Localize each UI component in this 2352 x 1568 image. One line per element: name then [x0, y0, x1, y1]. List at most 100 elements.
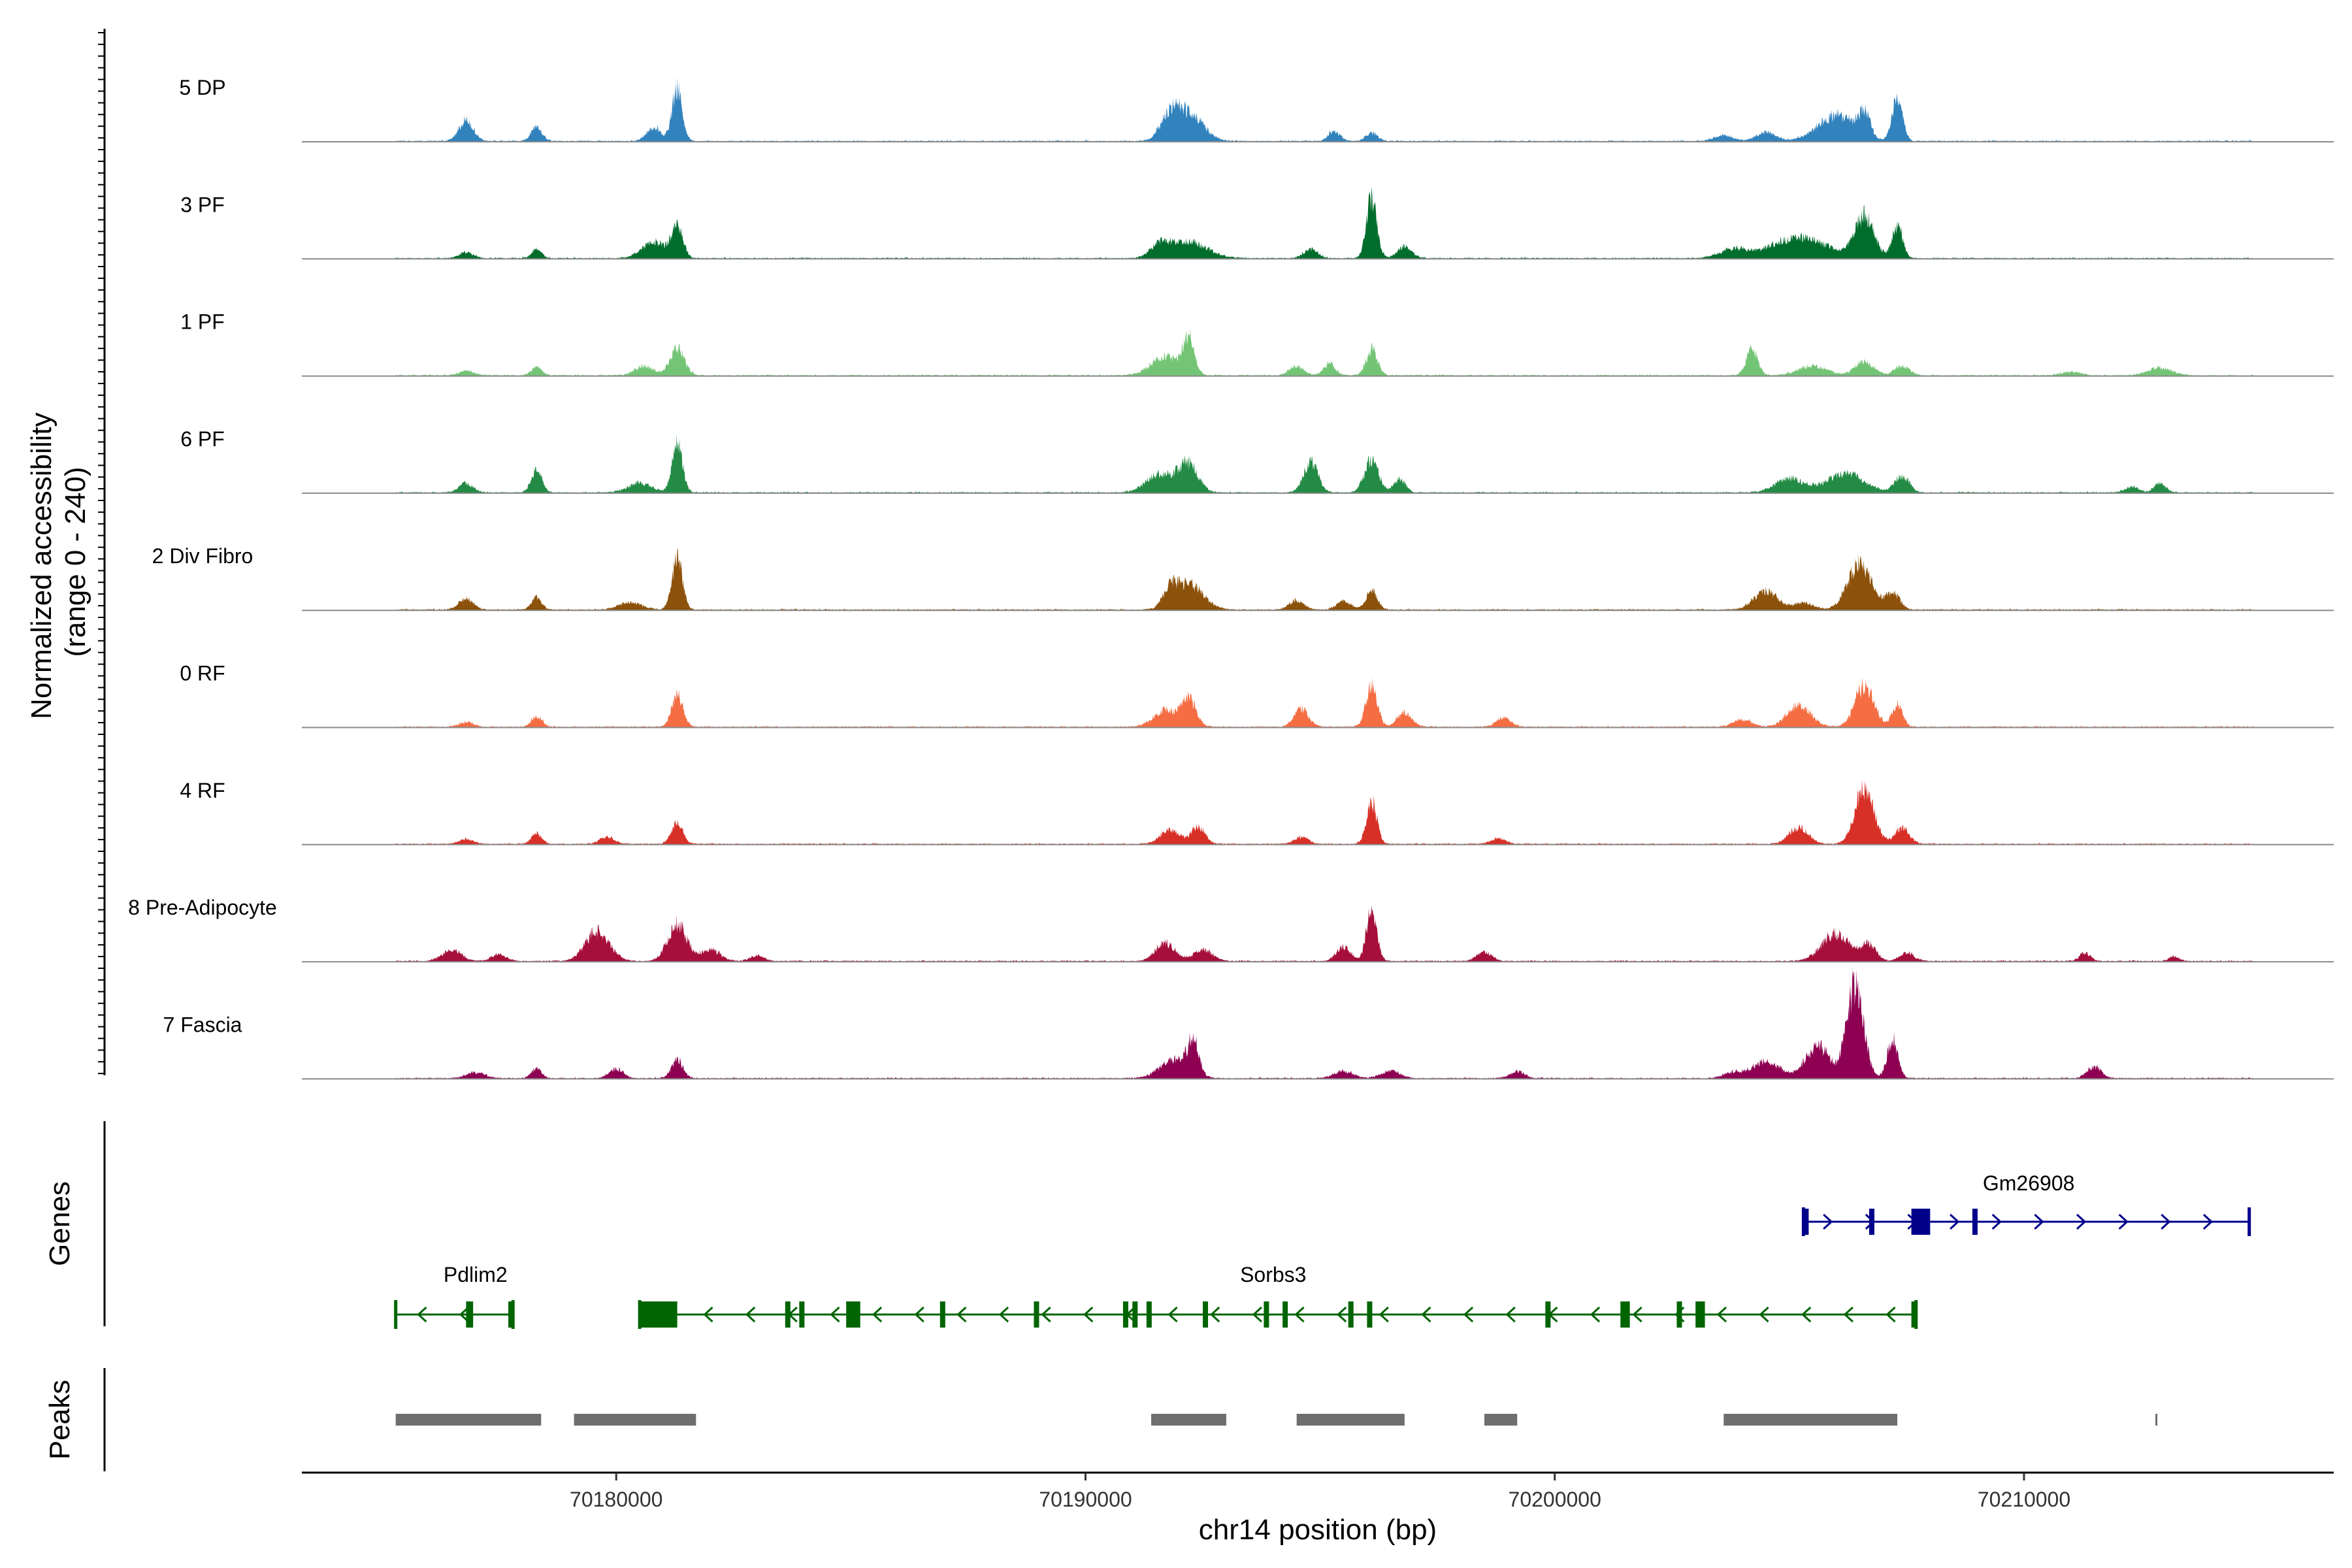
- track-label: 5 DP: [179, 76, 225, 99]
- strand-arrow: [1336, 1306, 1347, 1323]
- peak-region: [1723, 1414, 1898, 1426]
- coverage-area: [395, 905, 2254, 962]
- gene-exon: [1545, 1301, 1551, 1328]
- x-axis: 70180000 70190000 70200000 70210000: [570, 1473, 2070, 1511]
- track-label: 1 PF: [180, 310, 225, 334]
- strand-arrow: [1041, 1306, 1051, 1323]
- gene-exon: [1911, 1209, 1931, 1235]
- gene-exon: [1146, 1301, 1152, 1328]
- coverage-track: 8 Pre-Adipocyte: [128, 896, 2334, 963]
- gene-exon: [1676, 1301, 1682, 1328]
- strand-arrow: [1801, 1306, 1812, 1323]
- gene-exon: [1132, 1301, 1138, 1328]
- strand-arrow: [1759, 1306, 1769, 1323]
- track-label: 8 Pre-Adipocyte: [128, 896, 277, 919]
- strand-arrow: [1843, 1306, 1854, 1323]
- strand-arrow: [2034, 1213, 2044, 1230]
- x-tick-label: 70210000: [1978, 1488, 2070, 1511]
- strand-arrow: [956, 1306, 967, 1323]
- gene-exon: [785, 1301, 791, 1328]
- gene-exon: [1282, 1301, 1288, 1328]
- strand-arrow: [459, 1306, 470, 1323]
- gene-label: Sorbs3: [1240, 1263, 1306, 1286]
- gene-exon: [1348, 1301, 1354, 1328]
- track-label: 6 PF: [180, 427, 225, 451]
- strand-arrow: [1294, 1306, 1305, 1323]
- peak-region: [395, 1414, 542, 1426]
- peak-region: [574, 1414, 696, 1426]
- strand-arrow: [830, 1306, 840, 1323]
- y-axis-title-line1: Normalized accessibility: [25, 412, 57, 719]
- strand-arrow: [1083, 1306, 1094, 1323]
- x-axis-title: chr14 position (bp): [1199, 1514, 1437, 1546]
- strand-arrow: [872, 1306, 883, 1323]
- coverage-tracks: 5 DP 3 PF 1 PF 6 PF 2 Div Fibro 0 RF 4 RF 8 Pre…: [128, 76, 2334, 1080]
- coverage-track: 1 PF: [180, 310, 2334, 377]
- coverage-track: 3 PF: [180, 187, 2334, 260]
- peak-region: [2155, 1414, 2158, 1426]
- track-label: 2 Div Fibro: [152, 544, 253, 568]
- gene-exon: [1869, 1209, 1874, 1235]
- genes-track-label: Genes: [44, 1181, 76, 1266]
- strand-arrow: [1590, 1306, 1601, 1323]
- peaks-track-label: Peaks: [44, 1380, 76, 1460]
- gene-exon: [1034, 1301, 1039, 1328]
- gene-exon: [1620, 1301, 1630, 1328]
- gene-exon: [1264, 1301, 1269, 1328]
- coverage-track: 0 RF: [180, 662, 2334, 728]
- strand-arrow: [1991, 1213, 2002, 1230]
- gene-model: Gm26908: [1801, 1171, 2251, 1236]
- strand-arrow: [1168, 1306, 1178, 1323]
- x-tick-label: 70180000: [570, 1488, 662, 1511]
- strand-arrow: [1463, 1306, 1474, 1323]
- coverage-track: 7 Fascia: [163, 968, 2334, 1080]
- gene-model: Pdlim2: [394, 1263, 515, 1329]
- gene-label: Pdlim2: [444, 1263, 508, 1286]
- coverage-area: [395, 677, 2254, 728]
- strand-arrow: [703, 1306, 713, 1323]
- gene-exon: [1203, 1301, 1209, 1328]
- gene-exon: [939, 1301, 945, 1328]
- gene-exon: [799, 1301, 805, 1328]
- track-label: 0 RF: [180, 662, 225, 685]
- gene-exon: [1911, 1301, 1917, 1328]
- gene-label: Gm26908: [1983, 1171, 2075, 1195]
- gene-exon: [1803, 1209, 1809, 1235]
- track-label: 7 Fascia: [163, 1013, 242, 1036]
- strand-arrow: [1716, 1306, 1727, 1323]
- gene-exon: [846, 1301, 860, 1328]
- peak-region: [1296, 1414, 1405, 1426]
- coverage-track: 6 PF: [180, 427, 2334, 494]
- gene-exon: [508, 1301, 514, 1328]
- gene-exon: [640, 1301, 678, 1328]
- gene-exon: [1972, 1209, 1978, 1235]
- gene-exon: [1695, 1301, 1705, 1328]
- coverage-track: 4 RF: [180, 779, 2334, 845]
- coverage-y-axis: [98, 29, 106, 1075]
- track-label: 3 PF: [180, 193, 225, 216]
- y-axis-title: Normalized accessibility (range 0 - 240): [25, 404, 91, 719]
- strand-arrow: [1950, 1213, 1960, 1230]
- track-label: 4 RF: [180, 779, 225, 802]
- strand-arrow: [2076, 1213, 2087, 1230]
- strand-arrow: [1632, 1306, 1642, 1323]
- genes-track: Pdlim2 Sorbs3 Gm26908: [394, 1171, 2251, 1329]
- strand-arrow: [417, 1306, 427, 1323]
- strand-arrow: [745, 1306, 756, 1323]
- x-tick-label: 70200000: [1509, 1488, 1601, 1511]
- y-axis-title-line2: (range 0 - 240): [59, 466, 91, 657]
- strand-arrow: [1823, 1213, 1833, 1230]
- gene-model: Sorbs3: [638, 1263, 1918, 1329]
- strand-arrow: [914, 1306, 924, 1323]
- gene-exon: [1367, 1301, 1373, 1328]
- strand-arrow: [1886, 1306, 1896, 1323]
- x-tick-label: 70190000: [1039, 1488, 1132, 1511]
- strand-arrow: [2161, 1213, 2171, 1230]
- strand-arrow: [998, 1306, 1009, 1323]
- strand-arrow: [1421, 1306, 1431, 1323]
- strand-arrow: [1505, 1306, 1516, 1323]
- peak-region: [1484, 1414, 1518, 1426]
- strand-arrow: [1252, 1306, 1262, 1323]
